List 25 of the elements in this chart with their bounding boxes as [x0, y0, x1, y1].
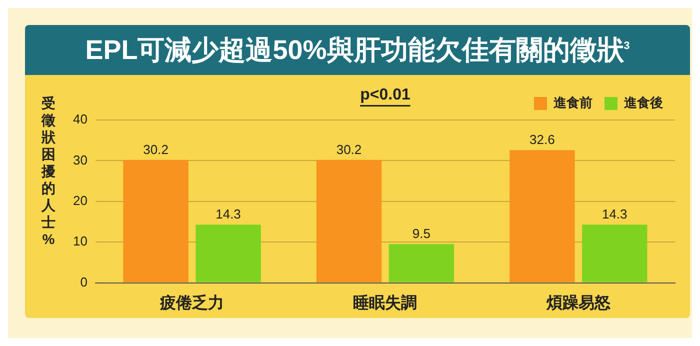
bar: [510, 150, 575, 282]
data-label: 14.3: [216, 206, 241, 222]
text: 受徵狀困擾的人士 %: [42, 95, 56, 247]
x-tick-label: 睡眠失調: [353, 294, 418, 312]
y-tick-label: 20: [72, 192, 88, 208]
chart-title: EPL可減少超過50%與肝功能欠佳有關的徵狀$^{3}$: [25, 25, 690, 75]
x-tick-label: 疲倦乏力: [159, 294, 224, 312]
bar: [582, 224, 648, 282]
y-tick-label: 0: [80, 274, 88, 290]
data-label: 9.5: [412, 226, 430, 242]
bar: [123, 160, 188, 282]
data-label: 30.2: [143, 142, 168, 157]
legend-label: 進食後: [623, 95, 663, 110]
y-tick-label: 10: [72, 234, 88, 249]
y-tick-label: 30: [72, 152, 88, 168]
data-label: 14.3: [602, 206, 628, 222]
text: p<0.01: [360, 86, 410, 104]
data-label: 30.2: [336, 142, 362, 157]
x-tick-label: 煩躁易怒: [545, 294, 610, 312]
bar: [196, 224, 261, 282]
legend-label: 進食前: [552, 95, 592, 110]
data-label: 32.6: [530, 132, 555, 148]
bar: [388, 244, 454, 282]
y-tick-label: 40: [72, 112, 88, 127]
bar: [316, 160, 382, 282]
